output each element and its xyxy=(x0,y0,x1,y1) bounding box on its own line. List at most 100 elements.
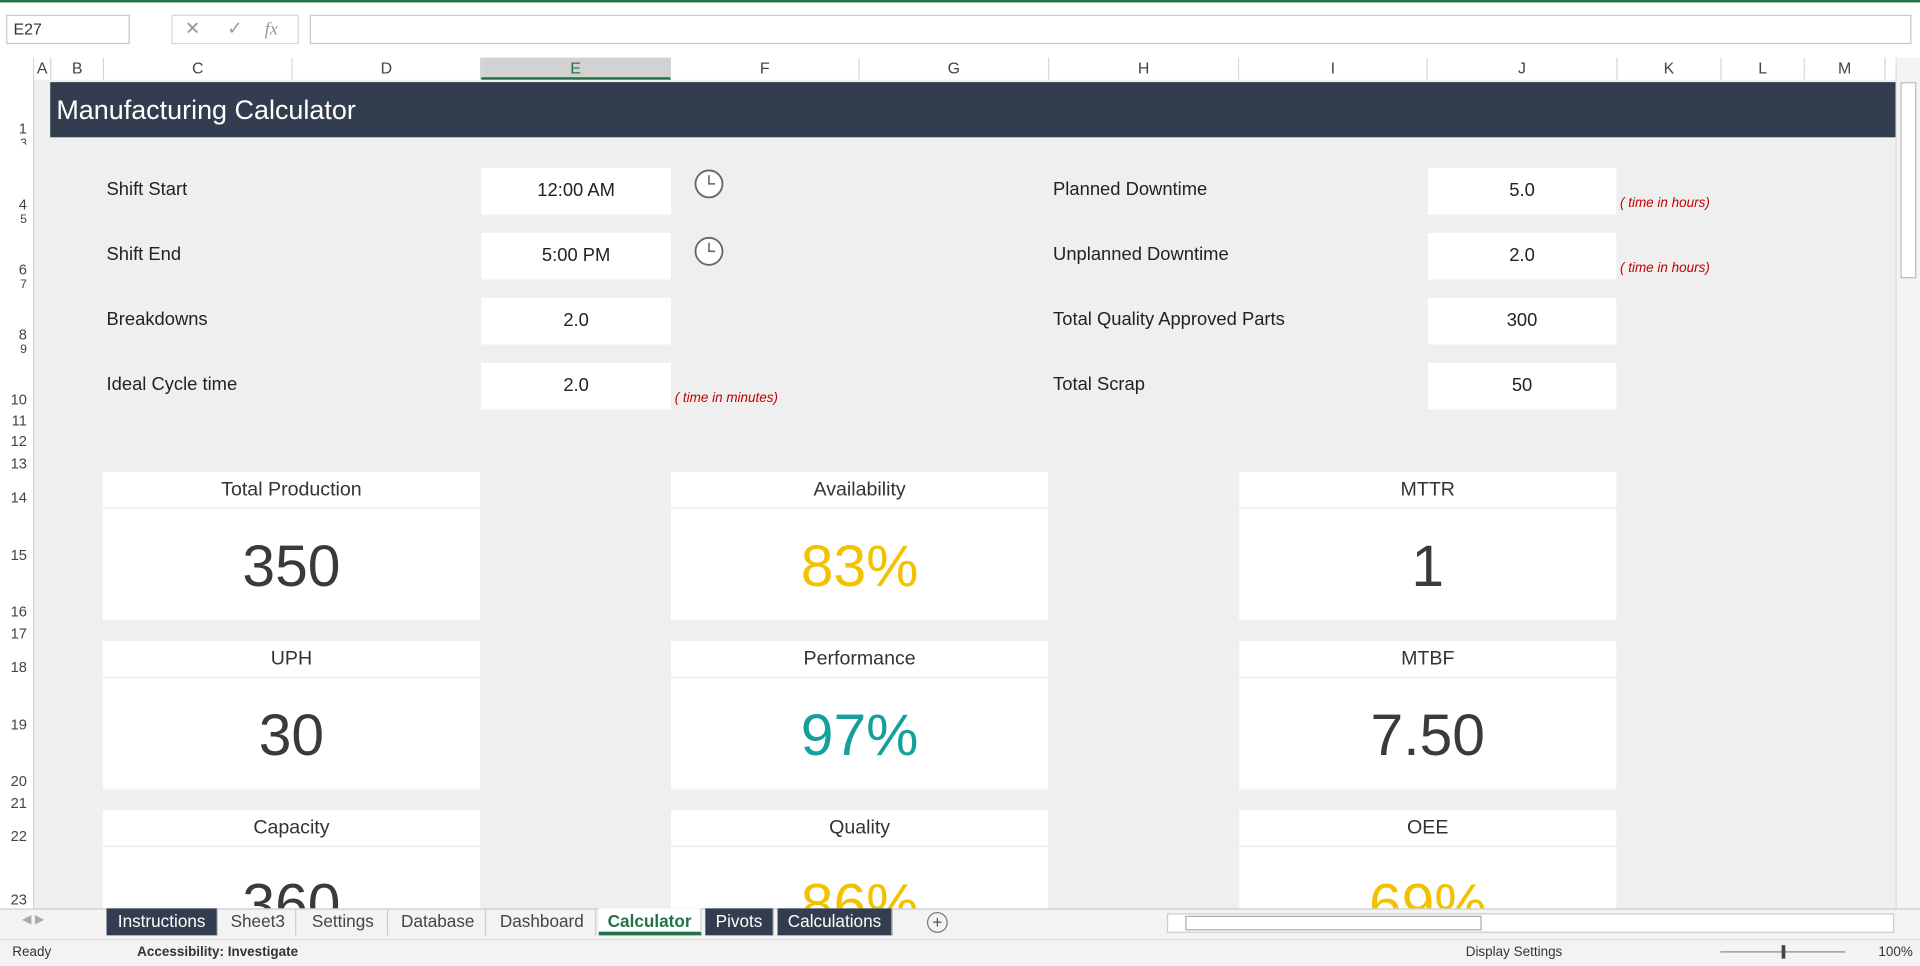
row-header[interactable]: 22 xyxy=(10,827,27,845)
sheet-tab[interactable]: Calculations xyxy=(777,908,893,936)
formula-buttons[interactable]: ✕ ✓ fx xyxy=(171,14,299,45)
sheet-tab[interactable]: Pivots xyxy=(705,908,774,936)
column-header[interactable]: K xyxy=(1617,57,1722,80)
column-header[interactable]: F xyxy=(671,57,860,80)
accessibility-status[interactable]: Accessibility: Investigate xyxy=(137,945,299,960)
card-value: 360 xyxy=(102,847,481,909)
input-cell[interactable]: 12:00 AM xyxy=(481,167,672,215)
column-header[interactable]: H xyxy=(1049,57,1240,80)
card-value: 350 xyxy=(102,508,481,621)
add-sheet[interactable]: + xyxy=(926,912,948,933)
unit-note: ( time in minutes) xyxy=(674,391,778,406)
column-header[interactable]: L xyxy=(1721,57,1805,80)
sheet-area: Manufacturing Calculator Shift Start 12:00… xyxy=(34,79,1896,909)
status-bar xyxy=(0,939,1920,966)
row-header[interactable]: 11 xyxy=(11,411,27,430)
card-label: MTTR xyxy=(1239,471,1617,509)
zoom-level: 100% xyxy=(1878,945,1913,960)
input-cell[interactable]: 2.0 xyxy=(481,297,672,345)
row-header[interactable]: 15 xyxy=(10,546,27,564)
card-value: 69% xyxy=(1239,847,1617,909)
horizontal-scrollbar[interactable] xyxy=(1166,913,1895,933)
card-label: Performance xyxy=(671,641,1049,678)
row-header[interactable]: 21 xyxy=(10,794,27,812)
zoom-thumb[interactable] xyxy=(1781,945,1786,959)
card-value: 83% xyxy=(671,508,1049,621)
row-header[interactable]: 12 xyxy=(10,432,27,450)
select-all[interactable] xyxy=(0,57,35,80)
input-cell[interactable]: 5:00 PM xyxy=(481,232,672,280)
sheet-tab[interactable]: Dashboard xyxy=(489,908,597,936)
column-header[interactable]: G xyxy=(859,57,1050,80)
row-header[interactable]: 13 xyxy=(10,454,27,472)
column-header[interactable]: C xyxy=(104,57,293,80)
row-header[interactable]: 7 xyxy=(20,278,27,292)
input-label: Ideal Cycle time xyxy=(106,373,238,395)
name-box[interactable]: E27 xyxy=(6,14,130,45)
clock-svg xyxy=(694,236,724,266)
row-header[interactable]: 4 xyxy=(18,196,27,214)
input-cell[interactable]: 50 xyxy=(1427,362,1617,410)
row-header[interactable]: 6 xyxy=(18,261,27,279)
row-header-column xyxy=(0,79,35,909)
row-header[interactable]: 5 xyxy=(20,213,27,227)
row-header[interactable]: 9 xyxy=(20,343,27,357)
row-header[interactable]: 1 xyxy=(18,120,27,138)
input-label: Planned Downtime xyxy=(1053,178,1208,200)
column-header[interactable]: I xyxy=(1239,57,1428,80)
sheet-tab[interactable]: Database xyxy=(391,908,487,936)
clock-svg xyxy=(694,169,724,199)
row-header[interactable]: 16 xyxy=(10,603,27,621)
scroll-thumb[interactable] xyxy=(1900,82,1917,279)
scroll-thumb[interactable] xyxy=(1185,915,1482,931)
unit-note: ( time in hours) xyxy=(1620,261,1710,276)
row-header[interactable]: 18 xyxy=(10,658,27,676)
input-label: Total Scrap xyxy=(1053,373,1145,395)
column-header[interactable]: J xyxy=(1427,57,1618,80)
card-label: OEE xyxy=(1239,810,1617,848)
sheet-tab[interactable]: Calculator xyxy=(598,908,702,936)
row-header[interactable]: 19 xyxy=(10,715,27,734)
input-cell[interactable]: 2.0 xyxy=(481,362,672,410)
sheet-tab[interactable]: Instructions xyxy=(106,908,218,936)
status-ready: Ready xyxy=(12,945,52,960)
row-header[interactable]: 10 xyxy=(10,391,27,409)
card-label: MTBF xyxy=(1239,641,1617,678)
input-label: Unplanned Downtime xyxy=(1053,243,1229,265)
card-label: Capacity xyxy=(102,810,481,848)
sheet-tab[interactable]: Settings xyxy=(299,908,389,936)
formula-bar[interactable] xyxy=(309,14,1912,45)
clock-icon xyxy=(694,236,724,266)
unit-note: ( time in hours) xyxy=(1620,196,1710,211)
clock-icon xyxy=(694,169,724,199)
input-label: Shift End xyxy=(106,243,182,265)
row-header[interactable]: 17 xyxy=(10,625,27,643)
row-header[interactable]: 23 xyxy=(10,891,27,909)
column-header[interactable]: E xyxy=(481,57,672,80)
column-header[interactable]: B xyxy=(51,57,105,80)
row-header[interactable]: 3 xyxy=(20,137,27,145)
card-value: 7.50 xyxy=(1239,677,1617,790)
top-accent xyxy=(0,0,1920,3)
card-value: 30 xyxy=(102,677,481,790)
vertical-scrollbar[interactable] xyxy=(1895,57,1920,909)
column-header[interactable]: A xyxy=(34,57,52,80)
column-header[interactable]: D xyxy=(292,57,482,80)
row-header[interactable]: 14 xyxy=(10,489,27,507)
tab-nav: ◀ ▶ xyxy=(22,913,45,927)
input-label: Total Quality Approved Parts xyxy=(1053,308,1285,330)
card-label: UPH xyxy=(102,641,481,678)
input-cell[interactable]: 2.0 xyxy=(1427,232,1617,280)
column-header[interactable]: M xyxy=(1804,57,1886,80)
row-header[interactable]: 8 xyxy=(18,326,27,344)
title-bar: Manufacturing Calculator xyxy=(50,82,1896,138)
sheet-tab[interactable]: Sheet3 xyxy=(220,908,297,936)
input-cell[interactable]: 5.0 xyxy=(1427,167,1617,215)
card-label: Availability xyxy=(671,471,1049,509)
display-settings[interactable]: Display Settings xyxy=(1465,945,1563,960)
input-cell[interactable]: 300 xyxy=(1427,297,1617,345)
card-label: Quality xyxy=(671,810,1049,848)
input-label: Shift Start xyxy=(106,178,188,200)
row-header[interactable]: 20 xyxy=(10,772,27,790)
card-label: Total Production xyxy=(102,471,481,509)
